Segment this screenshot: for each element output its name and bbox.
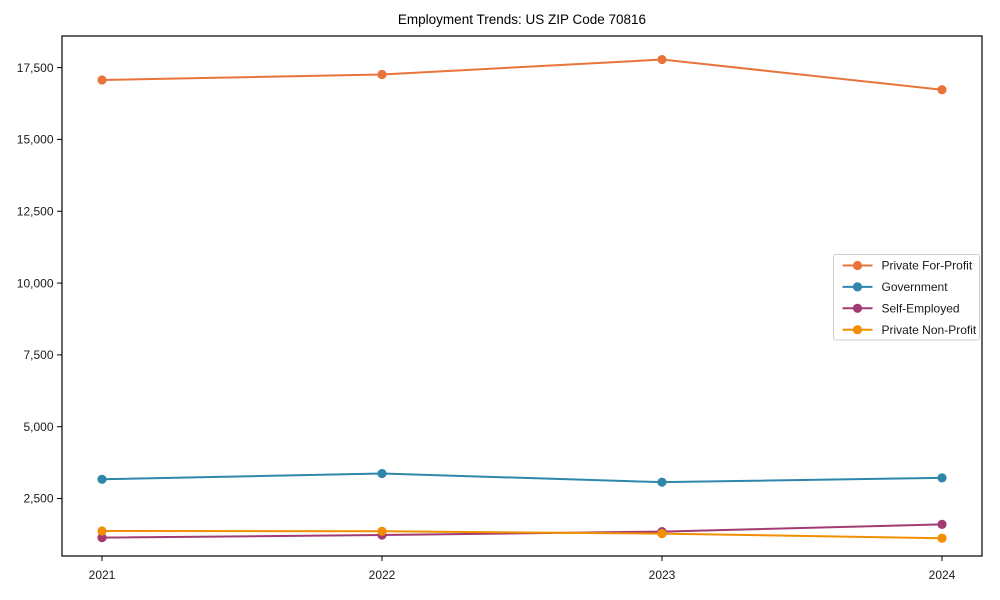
series-marker-private-for-profit — [657, 54, 667, 65]
plot-area-border — [61, 35, 983, 557]
legend-label-private-non-profit: Private Non-Profit — [882, 323, 977, 337]
y-tick-label: 5,000 — [23, 420, 53, 434]
series-marker-government — [97, 474, 107, 484]
series-marker-private-non-profit — [97, 526, 107, 536]
y-tick-label: 17,500 — [17, 61, 54, 75]
x-tick-label: 2024 — [929, 568, 956, 582]
x-tick-label: 2022 — [369, 568, 396, 582]
series-line-private-for-profit — [101, 58, 943, 91]
y-tick-label: 7,500 — [23, 348, 53, 362]
series-marker-private-non-profit — [937, 533, 947, 543]
series-line-private-non-profit — [101, 530, 943, 540]
plot-group: 2,500 5,000 7,500 10,000 12,500 15,000 17,500 2… — [17, 35, 983, 582]
y-tick-label: 12,500 — [17, 204, 54, 218]
legend-label-government: Government — [882, 280, 949, 294]
legend-swatch-marker-self-employed — [852, 303, 863, 313]
series-marker-self-employed — [937, 519, 947, 529]
x-tick-label: 2021 — [89, 568, 116, 582]
legend-box — [833, 254, 980, 341]
y-tick-label: 2,500 — [23, 492, 53, 506]
y-tick-label: 10,000 — [17, 276, 54, 290]
y-tick-label: 15,000 — [17, 133, 54, 147]
legend-swatch-marker-private-non-profit — [852, 325, 863, 335]
chart-title: Employment Trends: US ZIP Code 70816 — [398, 12, 646, 27]
series-marker-private-non-profit — [377, 526, 387, 536]
series-marker-private-for-profit — [937, 85, 947, 95]
x-tick-label: 2023 — [649, 568, 676, 582]
series-marker-self-employed — [97, 533, 107, 543]
series-line-government — [101, 472, 943, 484]
legend-swatch-marker-government — [852, 282, 863, 292]
series-marker-government — [377, 468, 387, 479]
series-marker-government — [937, 473, 947, 483]
series-marker-private-non-profit — [657, 528, 667, 539]
series-marker-government — [657, 477, 667, 487]
legend-label-private-for-profit: Private For-Profit — [882, 259, 973, 273]
series-marker-private-for-profit — [377, 69, 387, 80]
legend-swatch-marker-private-for-profit — [852, 260, 863, 271]
series-marker-private-for-profit — [97, 75, 107, 85]
legend-label-self-employed: Self-Employed — [882, 302, 960, 316]
